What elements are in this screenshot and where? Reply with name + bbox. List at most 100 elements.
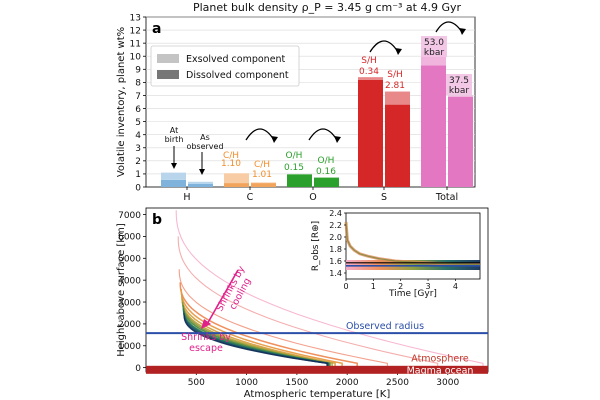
inset-y-tick-label-1.8: 1.8 bbox=[329, 245, 342, 254]
bar-dissolved-O-birth bbox=[287, 174, 312, 187]
legend-swatch-exsolved bbox=[157, 54, 179, 63]
x-tick-label-C: C bbox=[247, 192, 254, 203]
legend-label-dissolved: Dissolved component bbox=[186, 70, 289, 81]
panel-a-bars bbox=[161, 51, 473, 187]
annotation-ratio-2: O/H bbox=[286, 151, 303, 161]
curved-arrow-c-head bbox=[271, 136, 278, 143]
legend-frame bbox=[150, 45, 300, 87]
bar-dissolved-Total-birth bbox=[421, 65, 446, 187]
inset-x-tick-label-4: 4 bbox=[453, 282, 458, 291]
panel-a-legend: Exsolved component Dissolved component bbox=[150, 45, 300, 87]
y-tick-label-4: 4 bbox=[135, 131, 141, 141]
bar-dissolved-S-birth bbox=[358, 79, 383, 187]
panel-b-label: b bbox=[152, 212, 162, 228]
annotation-value-0: 1.10 bbox=[221, 159, 241, 169]
inset-x-tick-label-0: 0 bbox=[343, 282, 348, 291]
b-y-tick-label-7000: 7000 bbox=[118, 211, 141, 221]
bar-dissolved-C-birth bbox=[224, 183, 249, 187]
annotation-ratio-3: O/H bbox=[318, 156, 335, 166]
y-tick-label-5: 5 bbox=[135, 118, 141, 128]
inset-y-tick-label-1.4: 1.4 bbox=[329, 269, 342, 278]
curved-arrow-s-head bbox=[395, 48, 402, 55]
y-tick-label-8: 8 bbox=[135, 79, 141, 89]
x-tick-label-Total: Total bbox=[435, 192, 458, 203]
panel-a-annotations: C/H1.10 C/H1.01O/H0.15O/H0.16S/H0.34 S/H2.… bbox=[221, 36, 472, 180]
b-y-tick-label-6000: 6000 bbox=[118, 233, 141, 243]
x-tick-label-S: S bbox=[381, 192, 387, 203]
observed-radius-label: Observed radius bbox=[346, 321, 424, 332]
shrinks-by-escape-label: Shrinks by escape bbox=[181, 332, 231, 354]
y-tick-label-7: 7 bbox=[135, 92, 141, 102]
bar-exsolved-C-birth bbox=[224, 173, 249, 184]
shrinks-by-cooling-label: Shrinks bycooling bbox=[214, 264, 257, 319]
bar-dissolved-H-observed bbox=[188, 183, 213, 187]
annotation-value-7: kbar bbox=[449, 86, 469, 96]
bar-dissolved-C-observed bbox=[251, 183, 276, 187]
curved-arrow-o-head bbox=[334, 136, 341, 143]
annotation-ratio-4: S/H bbox=[361, 56, 377, 66]
panel-b-xlabel: Atmospheric temperature [K] bbox=[244, 389, 391, 400]
bar-dissolved-O-observed bbox=[314, 177, 339, 187]
inset-ylabel: R_obs [R⊕] bbox=[311, 221, 321, 271]
magma-ocean-label: Magma ocean bbox=[407, 365, 474, 376]
b-x-tick-label-500: 500 bbox=[188, 378, 205, 388]
at-birth-label: At bbox=[170, 126, 178, 135]
temperature-profile-12 bbox=[183, 315, 328, 370]
inset-x-tick-label-2: 2 bbox=[398, 282, 403, 291]
y-tick-label-11: 11 bbox=[130, 39, 141, 49]
annotation-bg-6 bbox=[421, 36, 447, 57]
y-tick-label-6: 6 bbox=[135, 105, 141, 115]
y-tick-label-12: 12 bbox=[130, 26, 141, 36]
at-birth-label-2: birth bbox=[165, 135, 184, 144]
panel-b-ylabel: Height above surface [km] bbox=[116, 223, 127, 357]
b-x-tick-label-2000: 2000 bbox=[336, 378, 359, 388]
bar-exsolved-S-birth bbox=[358, 77, 383, 80]
annotation-bg-7 bbox=[446, 74, 472, 95]
panel-a-label: a bbox=[152, 21, 161, 37]
bar-dissolved-Total-observed bbox=[448, 96, 473, 187]
panel-b-temperature-profiles bbox=[175, 210, 484, 370]
bar-exsolved-H-birth bbox=[161, 172, 186, 180]
curved-arrow-s bbox=[369, 40, 399, 53]
bar-exsolved-O-observed bbox=[314, 177, 339, 178]
as-observed-label: As bbox=[200, 133, 210, 142]
magma-ocean-band bbox=[146, 365, 488, 374]
y-tick-label-10: 10 bbox=[130, 53, 142, 63]
y-tick-label-13: 13 bbox=[130, 13, 141, 23]
curved-arrow-total-head bbox=[459, 28, 466, 35]
inset-y-tick-label-2.2: 2.2 bbox=[329, 221, 342, 230]
bar-exsolved-Total-observed bbox=[448, 95, 473, 97]
as-observed-arrowhead bbox=[199, 169, 205, 175]
shrink-arrowhead bbox=[201, 319, 211, 329]
y-tick-label-0: 0 bbox=[135, 183, 141, 193]
x-tick-label-H: H bbox=[183, 192, 190, 203]
atmosphere-label: Atmosphere bbox=[411, 354, 469, 365]
birth-observed-pointers: At birth As observed bbox=[165, 126, 224, 175]
annotation-value-4: 0.34 bbox=[359, 67, 379, 77]
b-y-tick-label-1000: 1000 bbox=[118, 342, 141, 352]
y-tick-label-1: 1 bbox=[135, 170, 141, 180]
b-y-tick-label-4000: 4000 bbox=[118, 276, 141, 286]
b-y-tick-label-3000: 3000 bbox=[118, 298, 141, 308]
as-observed-label-2: observed bbox=[186, 142, 223, 151]
inset-x-tick-label-3: 3 bbox=[425, 282, 430, 291]
inset-y-tick-label-2: 2.0 bbox=[329, 233, 342, 242]
b-x-tick-label-2500: 2500 bbox=[386, 378, 409, 388]
annotation-ratio-1: C/H bbox=[254, 160, 270, 170]
panel-b-inset: 1.4 1.6 1.8 2.0 2.2 2.4 0 1 2 3 4 Time [Gyr] R_obs… bbox=[311, 209, 481, 299]
temperature-profile-5 bbox=[180, 294, 336, 370]
bar-exsolved-H-observed bbox=[188, 181, 213, 184]
y-tick-label-9: 9 bbox=[135, 66, 141, 76]
bar-exsolved-S-observed bbox=[385, 91, 410, 105]
panel-a-gridlines bbox=[146, 16, 475, 175]
b-y-tick-label-0: 0 bbox=[135, 364, 141, 374]
annotation-ratio-0: C/H bbox=[223, 151, 239, 161]
bar-exsolved-C-observed bbox=[251, 182, 276, 184]
annotation-value-3: 0.16 bbox=[316, 167, 336, 177]
panel-a-x-ticks: H C O S Total bbox=[183, 187, 458, 203]
bar-exsolved-O-birth bbox=[287, 173, 312, 175]
inset-xlabel: Time [Gyr] bbox=[388, 289, 437, 299]
panel-b-y-ticks: 0 1000 2000 3000 4000 5000 6000 7000 bbox=[118, 211, 146, 374]
inset-x-tick-label-1: 1 bbox=[371, 282, 376, 291]
